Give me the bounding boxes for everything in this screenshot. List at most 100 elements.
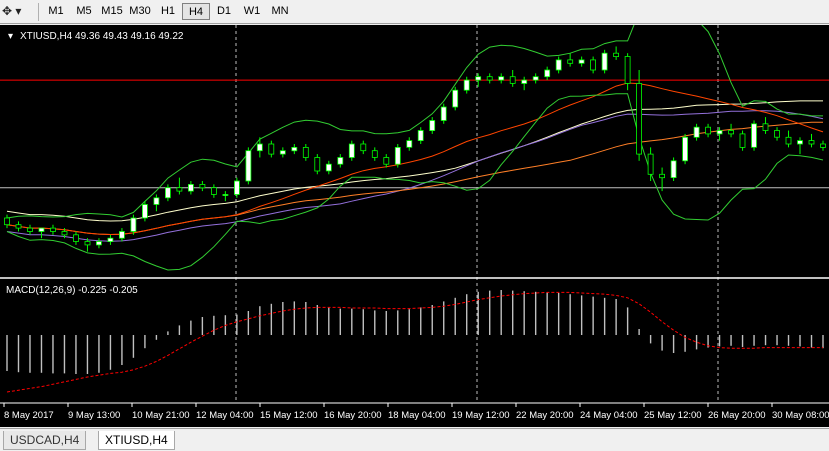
candle-body xyxy=(314,157,321,172)
candle-body xyxy=(808,140,815,145)
candle-body xyxy=(61,231,68,236)
candle-body xyxy=(498,76,505,81)
candle-body xyxy=(463,79,470,91)
candle-body xyxy=(383,157,390,165)
candle-body xyxy=(820,143,826,148)
timeframe-h4-button[interactable]: H4 xyxy=(182,3,210,20)
candle-body xyxy=(659,173,665,179)
candle-body xyxy=(670,160,677,179)
candle-body xyxy=(73,234,79,242)
candle-body xyxy=(555,59,562,71)
candle-body xyxy=(107,237,114,242)
candle-body xyxy=(291,147,298,152)
timeframe-w1-button[interactable]: W1 xyxy=(243,5,261,17)
candle-body xyxy=(613,52,619,58)
candle-body xyxy=(682,136,688,162)
candle-body xyxy=(624,56,631,84)
candle-body xyxy=(38,227,45,232)
candle-body xyxy=(337,157,344,165)
candle-body xyxy=(245,150,252,182)
candle-body xyxy=(509,76,516,84)
price-levels xyxy=(0,79,829,189)
ma-red-line xyxy=(6,82,824,236)
time-label: 9 May 13:00 xyxy=(68,410,120,421)
candle-body xyxy=(153,197,160,205)
candle-body xyxy=(406,140,413,148)
candle-body xyxy=(739,133,746,148)
candle-body xyxy=(360,143,367,152)
time-label: 16 May 20:00 xyxy=(324,410,382,421)
macd-signal-line xyxy=(6,291,823,393)
chart-tabs: USDCAD,H4 XTIUSD,H4 xyxy=(0,428,829,451)
time-label: 12 May 04:00 xyxy=(196,410,254,421)
candle-body xyxy=(486,76,493,81)
time-label: 25 May 12:00 xyxy=(644,410,702,421)
timeframe-m15-button[interactable]: M15 xyxy=(101,5,123,17)
candle-body xyxy=(96,241,102,246)
candle-body xyxy=(452,89,459,108)
time-axis: 8 May 2017 9 May 13:00 10 May 21:00 12 May … xyxy=(3,403,829,421)
time-label: 26 May 20:00 xyxy=(708,410,766,421)
candle-body xyxy=(302,147,309,158)
candle-body xyxy=(27,227,33,232)
candle-body xyxy=(785,136,792,145)
candle-body xyxy=(268,143,275,155)
candle-body xyxy=(693,126,700,138)
candle-body xyxy=(325,163,332,172)
candle-body xyxy=(797,140,803,145)
candle-body xyxy=(728,130,734,135)
candle-body xyxy=(348,143,355,158)
timeframe-m30-button[interactable]: M30 xyxy=(129,5,151,17)
collapse-triangle-icon[interactable]: ▾ xyxy=(8,31,13,42)
candle-body xyxy=(601,52,608,71)
timeframe-mn-button[interactable]: MN xyxy=(271,5,289,17)
main-chart-header: XTIUSD,H4 49.36 49.43 49.16 49.22 xyxy=(20,31,184,42)
candle-body xyxy=(222,194,229,196)
time-label: 24 May 04:00 xyxy=(580,410,638,421)
candle-body xyxy=(774,130,780,138)
candle-body xyxy=(394,147,401,165)
timeframe-m1-button[interactable]: M1 xyxy=(48,5,64,17)
candle-body xyxy=(417,130,424,142)
candle-body xyxy=(50,227,56,232)
candle-body xyxy=(187,183,194,192)
candle-body xyxy=(521,79,528,84)
time-label: 22 May 20:00 xyxy=(516,410,574,421)
bollinger-upper-line xyxy=(6,25,824,219)
toolbar-separator xyxy=(38,3,39,21)
macd-histogram xyxy=(6,290,824,374)
candle-body xyxy=(210,187,217,195)
timeframe-toolbar: ✥ ▾ M1 M5 M15 M30 H1 H4 D1 W1 MN xyxy=(0,0,829,24)
candle-body xyxy=(647,153,654,175)
candle-body xyxy=(590,59,596,71)
candle-body xyxy=(233,180,240,195)
candle-body xyxy=(371,150,378,158)
candle-body xyxy=(15,224,22,229)
timeframe-m5-button[interactable]: M5 xyxy=(76,5,92,17)
timeframe-d1-button[interactable]: D1 xyxy=(216,5,232,17)
time-label: 15 May 12:00 xyxy=(260,410,318,421)
candle-body xyxy=(475,76,482,81)
candle-body xyxy=(544,69,551,78)
candle-body xyxy=(578,59,585,64)
macd-signal-line xyxy=(6,291,823,393)
candle-body xyxy=(130,217,137,232)
candle-body xyxy=(751,123,757,148)
time-label: 19 May 12:00 xyxy=(452,410,510,421)
candle-body xyxy=(636,83,642,155)
crosshair-icon[interactable]: ✥ ▾ xyxy=(2,4,22,18)
candle-body xyxy=(4,217,10,226)
candle-body xyxy=(279,150,286,155)
candle-body xyxy=(716,130,723,135)
time-label: 30 May 08:00 xyxy=(772,410,829,421)
candles xyxy=(4,46,826,252)
candle-body xyxy=(141,204,148,219)
tab-usdcad-h4[interactable]: USDCAD,H4 xyxy=(3,431,87,450)
candle-body xyxy=(705,126,711,135)
chart-area[interactable]: ▾ XTIUSD,H4 49.36 49.43 49.16 49.22 MACD… xyxy=(0,25,829,427)
candle-body xyxy=(762,123,769,131)
candle-body xyxy=(176,187,183,192)
tab-xtiusd-h4[interactable]: XTIUSD,H4 xyxy=(98,431,175,450)
time-label: 8 May 2017 xyxy=(4,410,54,421)
timeframe-h1-button[interactable]: H1 xyxy=(160,5,176,17)
